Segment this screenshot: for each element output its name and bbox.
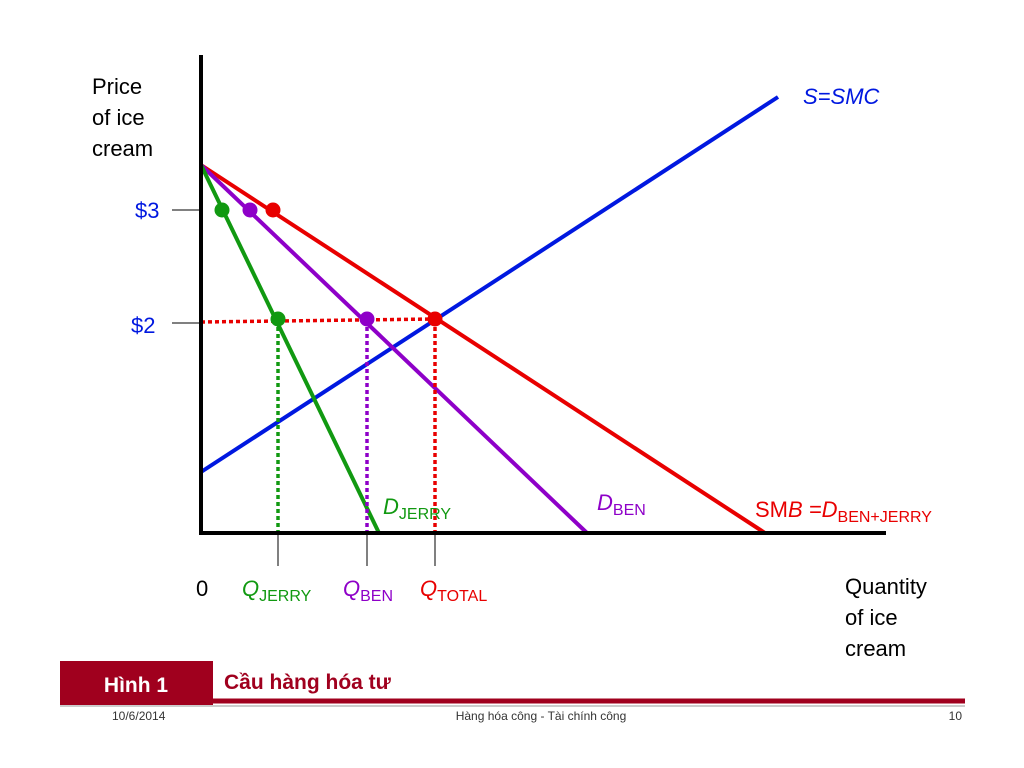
supply-label: S=SMC <box>803 84 880 109</box>
footer-date: 10/6/2014 <box>112 709 166 723</box>
point <box>214 202 230 218</box>
label-main: Q <box>420 576 437 601</box>
label-main: D <box>383 494 399 519</box>
label-line: Quantity <box>845 574 927 599</box>
figure-title: Cầu hàng hóa tư <box>224 671 392 694</box>
label-sub: BEN <box>613 502 646 519</box>
jerry-demand-curve <box>199 164 381 534</box>
footer-center: Hàng hóa công - Tài chính công <box>456 709 627 723</box>
label-line: Price <box>92 74 142 99</box>
page-number: 10 <box>949 709 963 723</box>
origin-label: 0 <box>196 576 208 601</box>
label-prefix: SM <box>755 497 788 522</box>
label-line: cream <box>845 636 906 661</box>
supply-curve <box>199 95 780 474</box>
label-line: cream <box>92 136 153 161</box>
label-main: Q <box>343 576 360 601</box>
total-demand-curve <box>199 163 767 535</box>
label-sub: BEN <box>360 588 393 605</box>
label-line: of ice <box>845 605 898 630</box>
demand-label: DBEN <box>597 490 646 519</box>
label-sub: BEN+JERRY <box>838 509 933 526</box>
quantity-label: QBEN <box>343 576 393 605</box>
point <box>242 202 258 218</box>
quantity-label: QTOTAL <box>420 576 487 605</box>
label-main: B =D <box>788 497 838 522</box>
demand-label: DJERRY <box>383 494 451 523</box>
label-line: of ice <box>92 105 145 130</box>
point <box>427 311 443 327</box>
x-axis-label: Quantity of ice cream <box>845 574 927 661</box>
point <box>270 311 286 327</box>
demand-label: SMB =DBEN+JERRY <box>755 497 932 526</box>
price-guide <box>200 317 436 324</box>
figure-box <box>60 661 213 705</box>
price-label: $2 <box>131 313 155 338</box>
quantity-label: QJERRY <box>242 576 312 605</box>
label-sub: TOTAL <box>437 588 487 605</box>
label-sub: JERRY <box>259 588 311 605</box>
label-main: Q <box>242 576 259 601</box>
point <box>265 202 281 218</box>
point <box>359 311 375 327</box>
label-sub: JERRY <box>399 506 451 523</box>
figure-label: Hình 1 <box>104 674 168 697</box>
price-label: $3 <box>135 198 159 223</box>
label-main: D <box>597 490 613 515</box>
y-axis-label: Price of ice cream <box>92 74 153 161</box>
ben-demand-curve <box>199 163 589 535</box>
